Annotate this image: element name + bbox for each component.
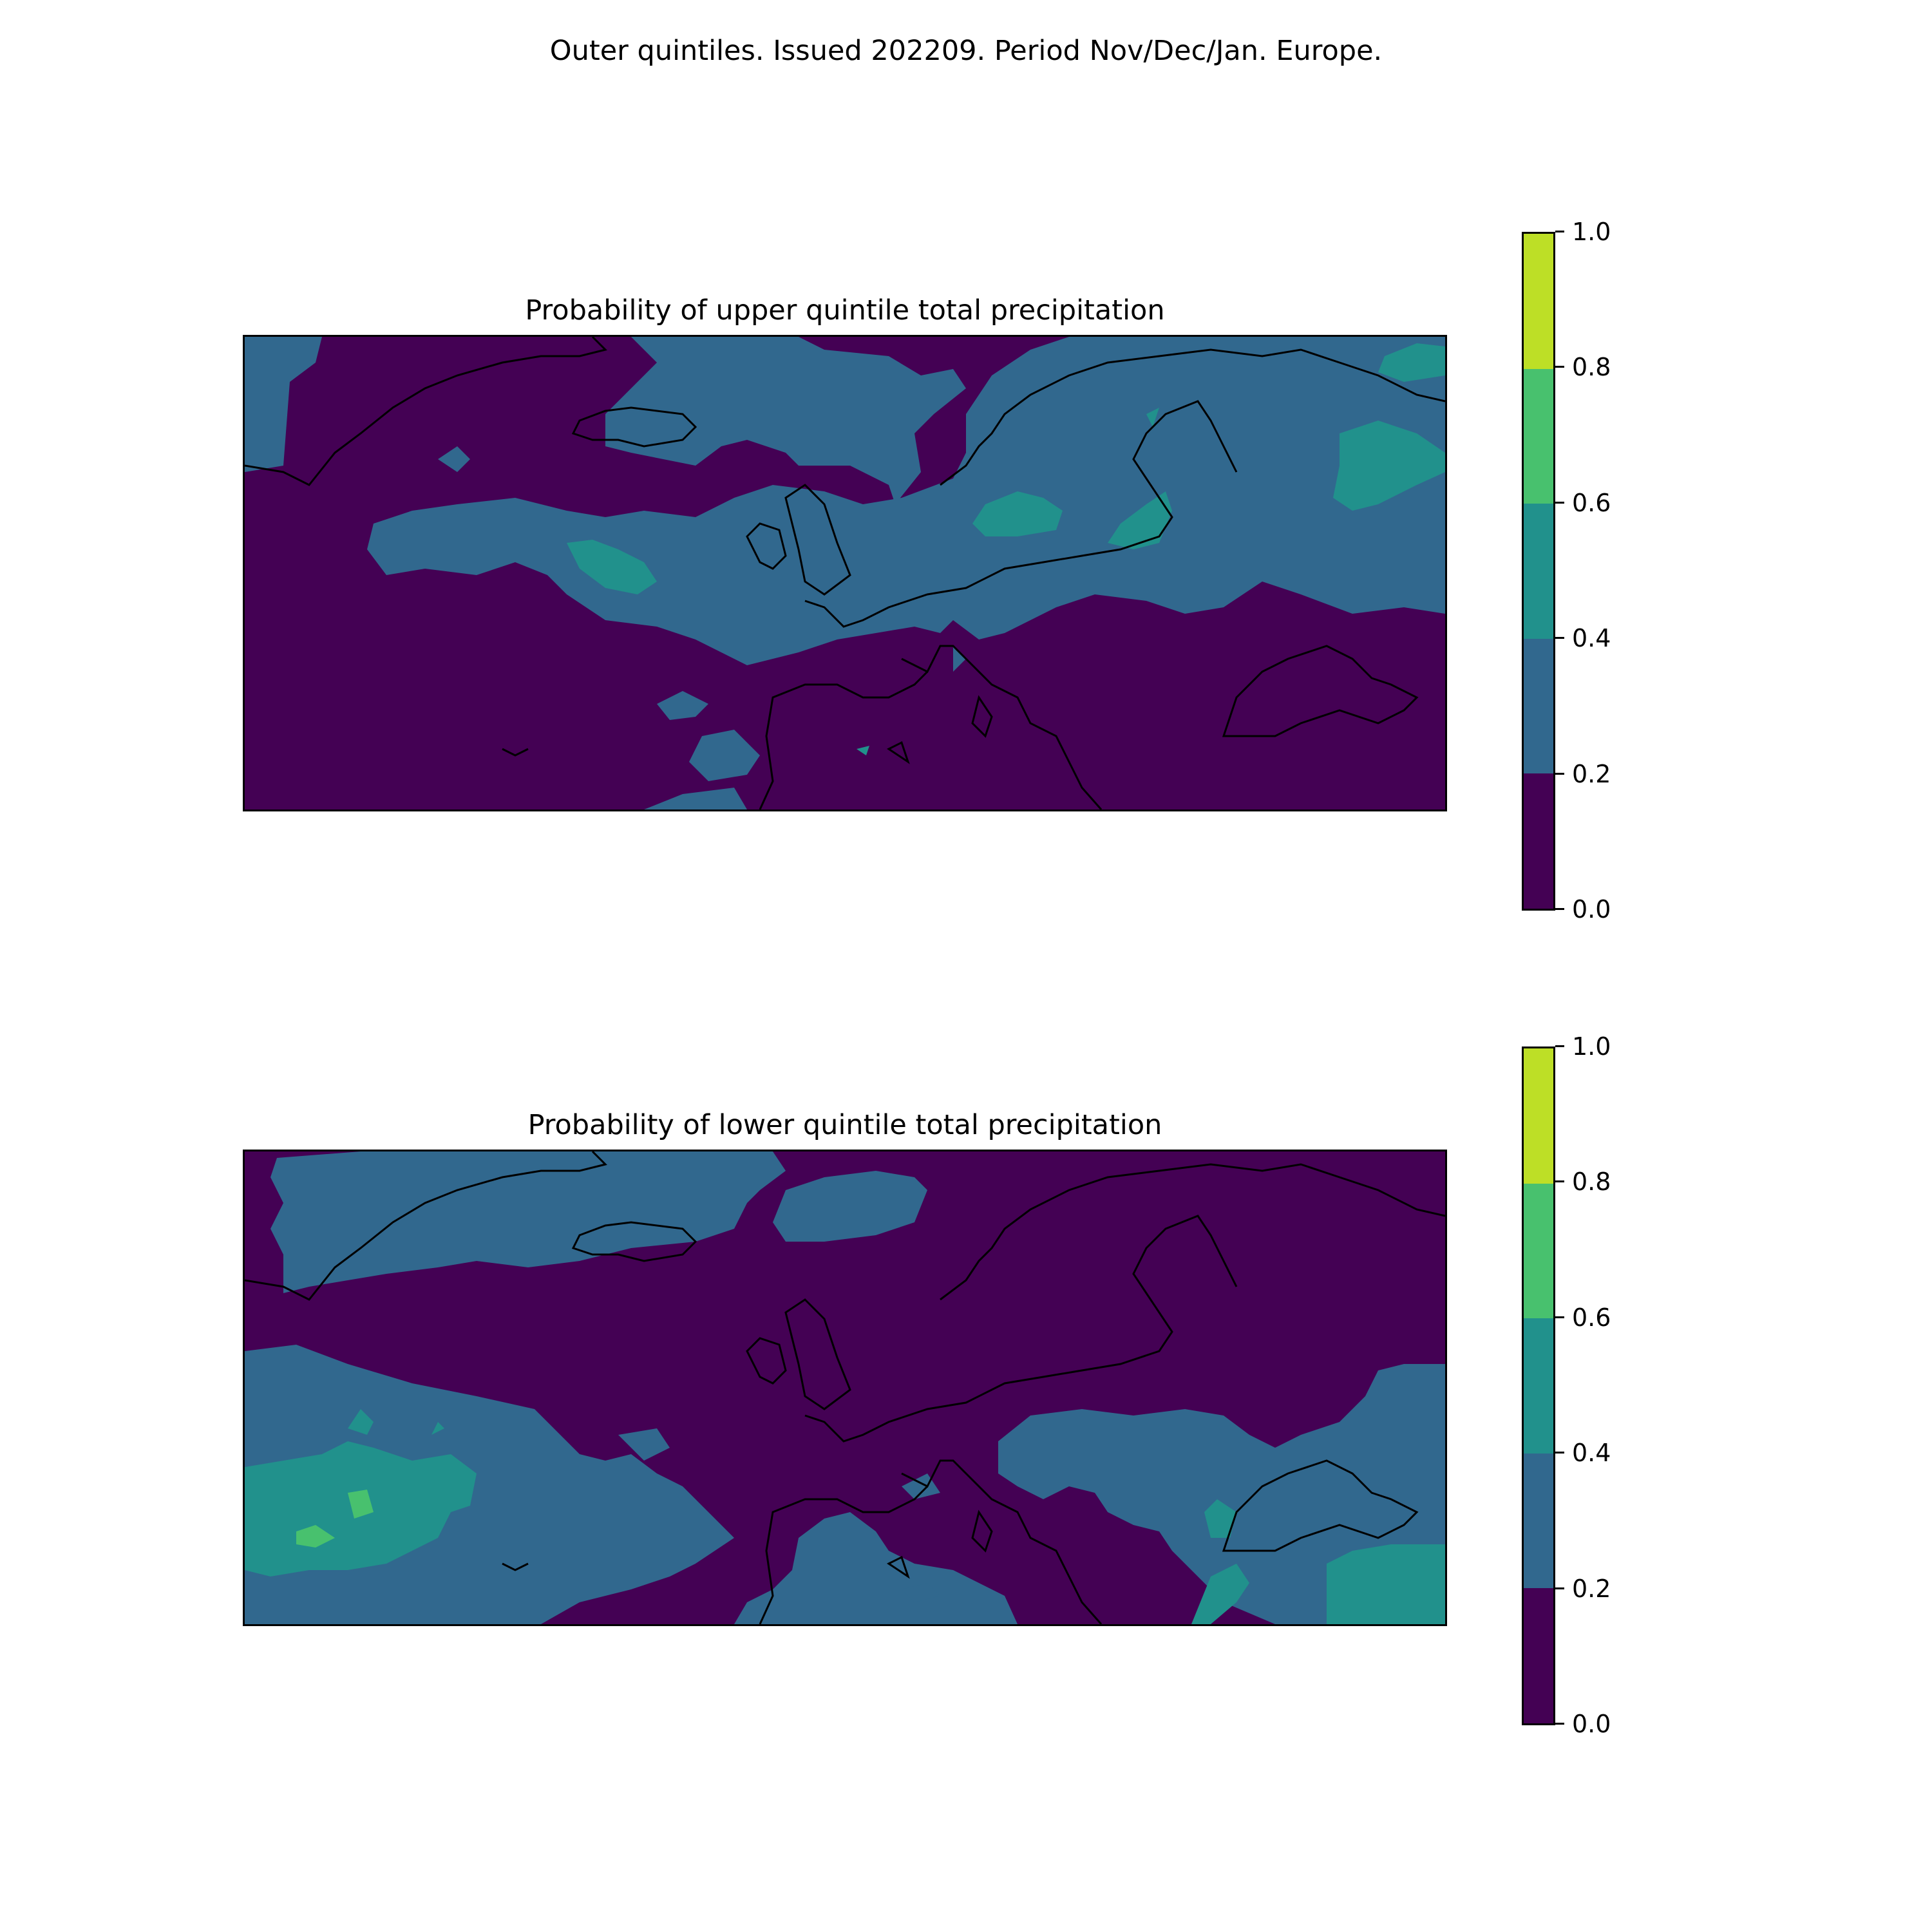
contour-region — [773, 1171, 927, 1242]
contour-region — [1333, 421, 1445, 511]
contour-region — [734, 1512, 1018, 1624]
contour-region — [296, 1525, 335, 1548]
panel-title-lower: Probability of lower quintile total prec… — [527, 1109, 1162, 1141]
colorbar-upper — [1522, 232, 1555, 911]
contour-region — [1146, 408, 1159, 427]
contour-region — [689, 730, 760, 781]
colorbar-lower-ticks: 0.0 0.2 0.4 0.6 0.8 1.0 — [1555, 1032, 1684, 1738]
tick-label: 0.8 — [1572, 353, 1611, 381]
tick-label: 1.0 — [1572, 218, 1611, 246]
coastlines — [245, 337, 1445, 810]
contour-region — [657, 691, 708, 720]
tick-label: 0.4 — [1572, 624, 1611, 652]
contour-region — [567, 540, 657, 594]
map-upper-quintile — [243, 335, 1447, 811]
tick-label: 1.0 — [1572, 1032, 1611, 1061]
tick-label: 0.8 — [1572, 1168, 1611, 1196]
tick-label: 0.0 — [1572, 895, 1611, 923]
contour-region — [1191, 1564, 1249, 1624]
colorbar-lower — [1522, 1046, 1555, 1725]
contour-region — [1327, 1544, 1445, 1624]
figure-suptitle: Outer quintiles. Issued 202209. Period N… — [549, 35, 1383, 67]
tick-label: 0.4 — [1572, 1439, 1611, 1467]
contour-region — [644, 788, 747, 810]
contour-region — [1204, 1499, 1236, 1538]
tick-label: 0.2 — [1572, 760, 1611, 788]
contour-region — [438, 446, 470, 472]
contour-region — [270, 1151, 786, 1293]
contour-region — [1378, 343, 1445, 382]
panel-title-upper: Probability of upper quintile total prec… — [525, 294, 1165, 327]
contour-region — [605, 337, 966, 504]
contour-region — [972, 491, 1063, 536]
contour-region — [348, 1409, 374, 1435]
contour-region — [857, 746, 869, 755]
contour-region — [618, 1428, 670, 1461]
tick-label: 0.0 — [1572, 1710, 1611, 1738]
coastlines — [245, 1151, 1445, 1624]
contour-region — [348, 1490, 374, 1519]
tick-label: 0.6 — [1572, 1303, 1611, 1332]
tick-label: 0.2 — [1572, 1575, 1611, 1603]
contour-region — [1108, 491, 1172, 549]
tick-label: 0.6 — [1572, 489, 1611, 517]
contour-region — [245, 337, 322, 472]
contour-region — [998, 1364, 1445, 1624]
map-lower-quintile — [243, 1150, 1447, 1626]
colorbar-upper-ticks: 0.0 0.2 0.4 0.6 0.8 1.0 — [1555, 218, 1684, 923]
contour-region — [953, 646, 966, 672]
contour-region — [902, 1583, 940, 1602]
contour-region — [431, 1422, 444, 1435]
